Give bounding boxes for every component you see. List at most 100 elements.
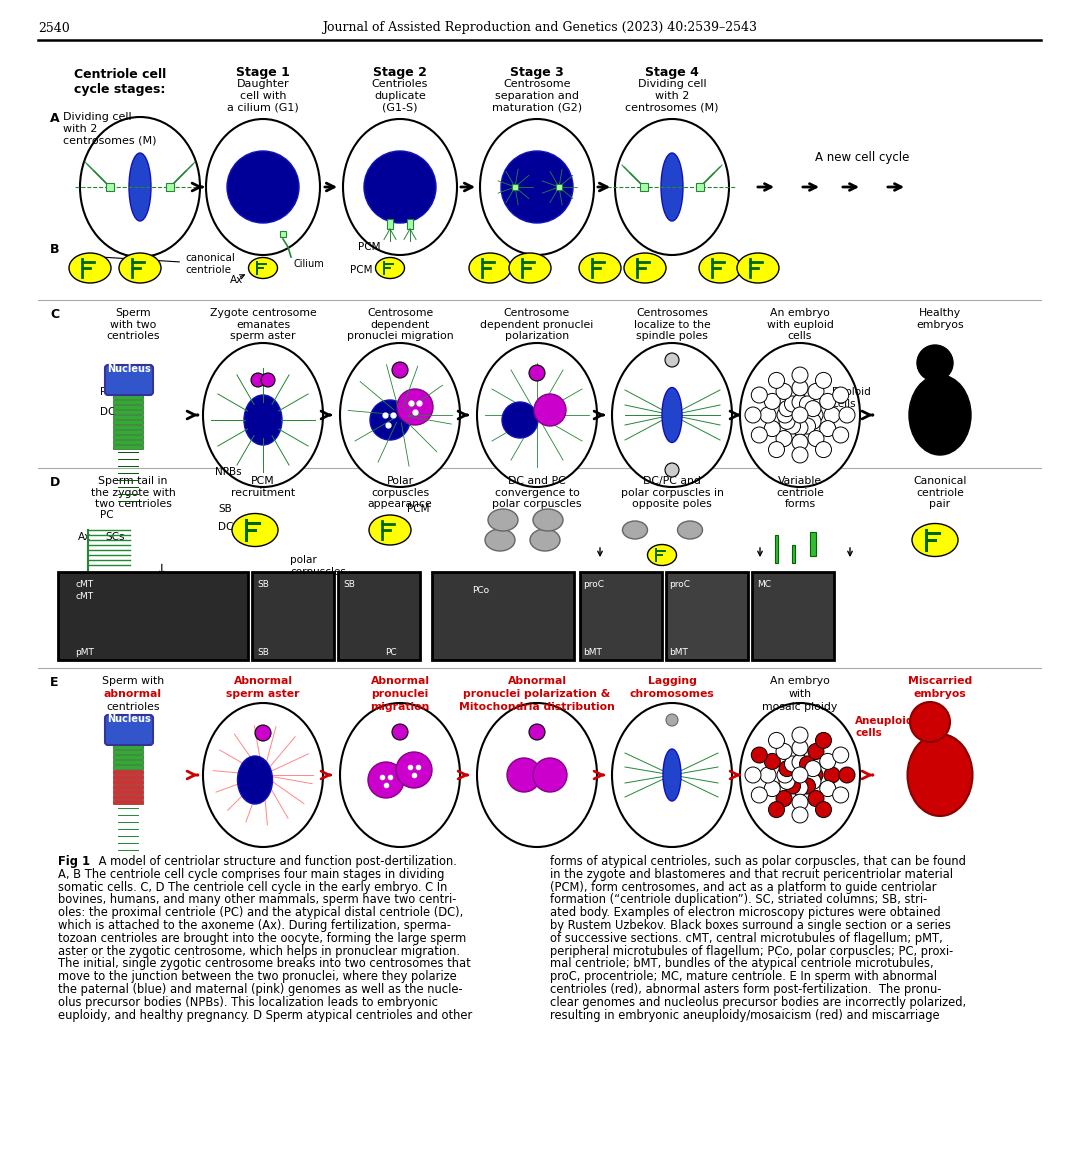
Text: An embryo
with euploid
cells: An embryo with euploid cells xyxy=(766,308,833,341)
Bar xyxy=(113,405,144,409)
Circle shape xyxy=(833,747,849,763)
Bar xyxy=(113,760,144,764)
Text: Centrosomes
localize to the
spindle poles: Centrosomes localize to the spindle pole… xyxy=(633,308,710,341)
Bar xyxy=(113,780,144,784)
Circle shape xyxy=(805,760,821,777)
Bar xyxy=(113,740,144,744)
Text: Polar
corpuscles
appearance: Polar corpuscles appearance xyxy=(368,476,433,509)
Circle shape xyxy=(776,744,792,759)
Bar xyxy=(166,183,174,192)
Circle shape xyxy=(745,407,761,423)
Bar xyxy=(252,572,334,660)
Text: Dividing cell
with 2
centrosomes (M): Dividing cell with 2 centrosomes (M) xyxy=(625,79,719,112)
Circle shape xyxy=(666,714,678,726)
Circle shape xyxy=(779,414,795,429)
Text: An embryo: An embryo xyxy=(770,676,830,686)
Text: SB: SB xyxy=(343,580,355,589)
Text: PCo: PCo xyxy=(472,586,489,595)
Bar xyxy=(113,445,144,449)
Text: The initial, single zygotic centrosome breaks into two centrosomes that: The initial, single zygotic centrosome b… xyxy=(58,958,470,971)
Bar xyxy=(113,750,144,754)
Text: E: E xyxy=(50,676,58,689)
Text: Miscarried: Miscarried xyxy=(907,676,972,686)
Text: migration: migration xyxy=(370,701,429,712)
Circle shape xyxy=(784,778,801,794)
Ellipse shape xyxy=(661,153,683,221)
Text: Sperm with: Sperm with xyxy=(101,676,164,686)
Text: the paternal (blue) and maternal (pink) genomes as well as the nucle-: the paternal (blue) and maternal (pink) … xyxy=(58,983,463,996)
Text: PCM
recruitment: PCM recruitment xyxy=(231,476,295,497)
Ellipse shape xyxy=(909,375,971,455)
Circle shape xyxy=(768,801,784,818)
Text: of successive sections. cMT, central microtubules of flagellum; pMT,: of successive sections. cMT, central mic… xyxy=(550,932,943,945)
Text: B: B xyxy=(50,243,59,256)
Bar xyxy=(432,572,574,660)
Ellipse shape xyxy=(509,253,551,283)
Circle shape xyxy=(808,430,824,446)
Text: mal centriole; bMT, bundles of the atypical centriole microtubules,: mal centriole; bMT, bundles of the atypi… xyxy=(550,958,933,971)
Ellipse shape xyxy=(477,703,597,847)
Circle shape xyxy=(751,747,767,763)
Text: bovines, humans, and many other mammals, sperm have two centri-: bovines, humans, and many other mammals,… xyxy=(58,893,456,906)
Circle shape xyxy=(816,732,832,748)
Circle shape xyxy=(816,372,832,389)
Text: Centrosome
dependent
pronuclei migration: Centrosome dependent pronuclei migration xyxy=(346,308,453,341)
Text: clear genomes and nucleolus precursor bodies are incorrectly polarized,: clear genomes and nucleolus precursor bo… xyxy=(550,995,966,1009)
Circle shape xyxy=(768,442,784,457)
Circle shape xyxy=(820,780,836,797)
Bar xyxy=(113,776,144,779)
Text: Aneuploid
cells: Aneuploid cells xyxy=(855,716,914,738)
Circle shape xyxy=(534,394,566,427)
Ellipse shape xyxy=(488,509,518,531)
Bar xyxy=(640,183,648,192)
Circle shape xyxy=(816,801,832,818)
Text: resulting in embryonic aneuploidy/mosaicism (red) and miscarriage: resulting in embryonic aneuploidy/mosaic… xyxy=(550,1008,940,1021)
Ellipse shape xyxy=(699,253,741,283)
Text: canonical
centriole: canonical centriole xyxy=(103,253,235,275)
Circle shape xyxy=(808,383,824,400)
Circle shape xyxy=(792,395,808,410)
Circle shape xyxy=(529,724,545,740)
Bar xyxy=(113,419,144,424)
Circle shape xyxy=(820,753,836,770)
Text: Abnormal: Abnormal xyxy=(507,676,566,686)
Text: with: with xyxy=(789,689,811,699)
Bar xyxy=(338,572,420,660)
Circle shape xyxy=(370,400,410,439)
Circle shape xyxy=(805,401,821,417)
Text: SCs: SCs xyxy=(105,532,124,542)
Text: Sperm tail in
the zygote with
two centrioles: Sperm tail in the zygote with two centri… xyxy=(91,476,176,509)
Bar xyxy=(106,183,114,192)
Text: Dividing cell
with 2
centrosomes (M): Dividing cell with 2 centrosomes (M) xyxy=(63,112,156,146)
Circle shape xyxy=(792,780,808,795)
Text: Stage 1: Stage 1 xyxy=(236,66,290,79)
Circle shape xyxy=(839,407,855,423)
Text: abnormal: abnormal xyxy=(104,689,162,699)
Circle shape xyxy=(824,767,839,783)
Bar xyxy=(113,795,144,799)
Text: SB: SB xyxy=(257,580,269,589)
Ellipse shape xyxy=(612,703,732,847)
Bar xyxy=(113,430,144,434)
Circle shape xyxy=(784,756,801,772)
Circle shape xyxy=(917,345,953,381)
Text: embryos: embryos xyxy=(914,689,967,699)
Ellipse shape xyxy=(663,388,682,443)
Text: DC/PC and
polar corpuscles in
opposite poles: DC/PC and polar corpuscles in opposite p… xyxy=(620,476,723,509)
Circle shape xyxy=(800,778,816,794)
Circle shape xyxy=(833,387,849,403)
Text: forms of atypical centrioles, such as polar corpuscles, that can be found: forms of atypical centrioles, such as po… xyxy=(550,855,966,868)
Bar xyxy=(113,745,144,748)
Ellipse shape xyxy=(244,395,282,445)
Text: Mitochondria distribution: Mitochondria distribution xyxy=(459,701,615,712)
Circle shape xyxy=(768,372,784,389)
Text: aster or the zygotic centrosome, which helps in pronuclear migration.: aster or the zygotic centrosome, which h… xyxy=(58,945,460,958)
Text: PCM: PCM xyxy=(407,504,429,513)
Bar xyxy=(113,400,144,404)
Circle shape xyxy=(800,418,816,434)
Text: somatic cells. C, D The centriole cell cycle in the early embryo. C In: somatic cells. C, D The centriole cell c… xyxy=(58,880,448,894)
Circle shape xyxy=(808,791,824,806)
Text: D: D xyxy=(50,476,60,489)
Text: polar
corpuscles: polar corpuscles xyxy=(290,555,346,577)
Circle shape xyxy=(824,407,839,423)
